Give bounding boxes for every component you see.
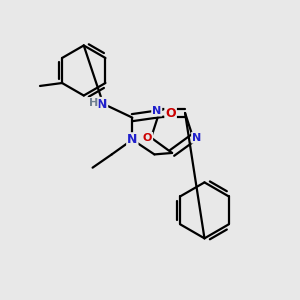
Text: N: N <box>152 106 161 116</box>
Text: N: N <box>127 133 137 146</box>
Text: O: O <box>143 133 152 143</box>
Text: H: H <box>88 98 98 108</box>
Text: N: N <box>192 133 201 143</box>
Text: N: N <box>97 98 107 111</box>
Text: O: O <box>165 107 176 120</box>
